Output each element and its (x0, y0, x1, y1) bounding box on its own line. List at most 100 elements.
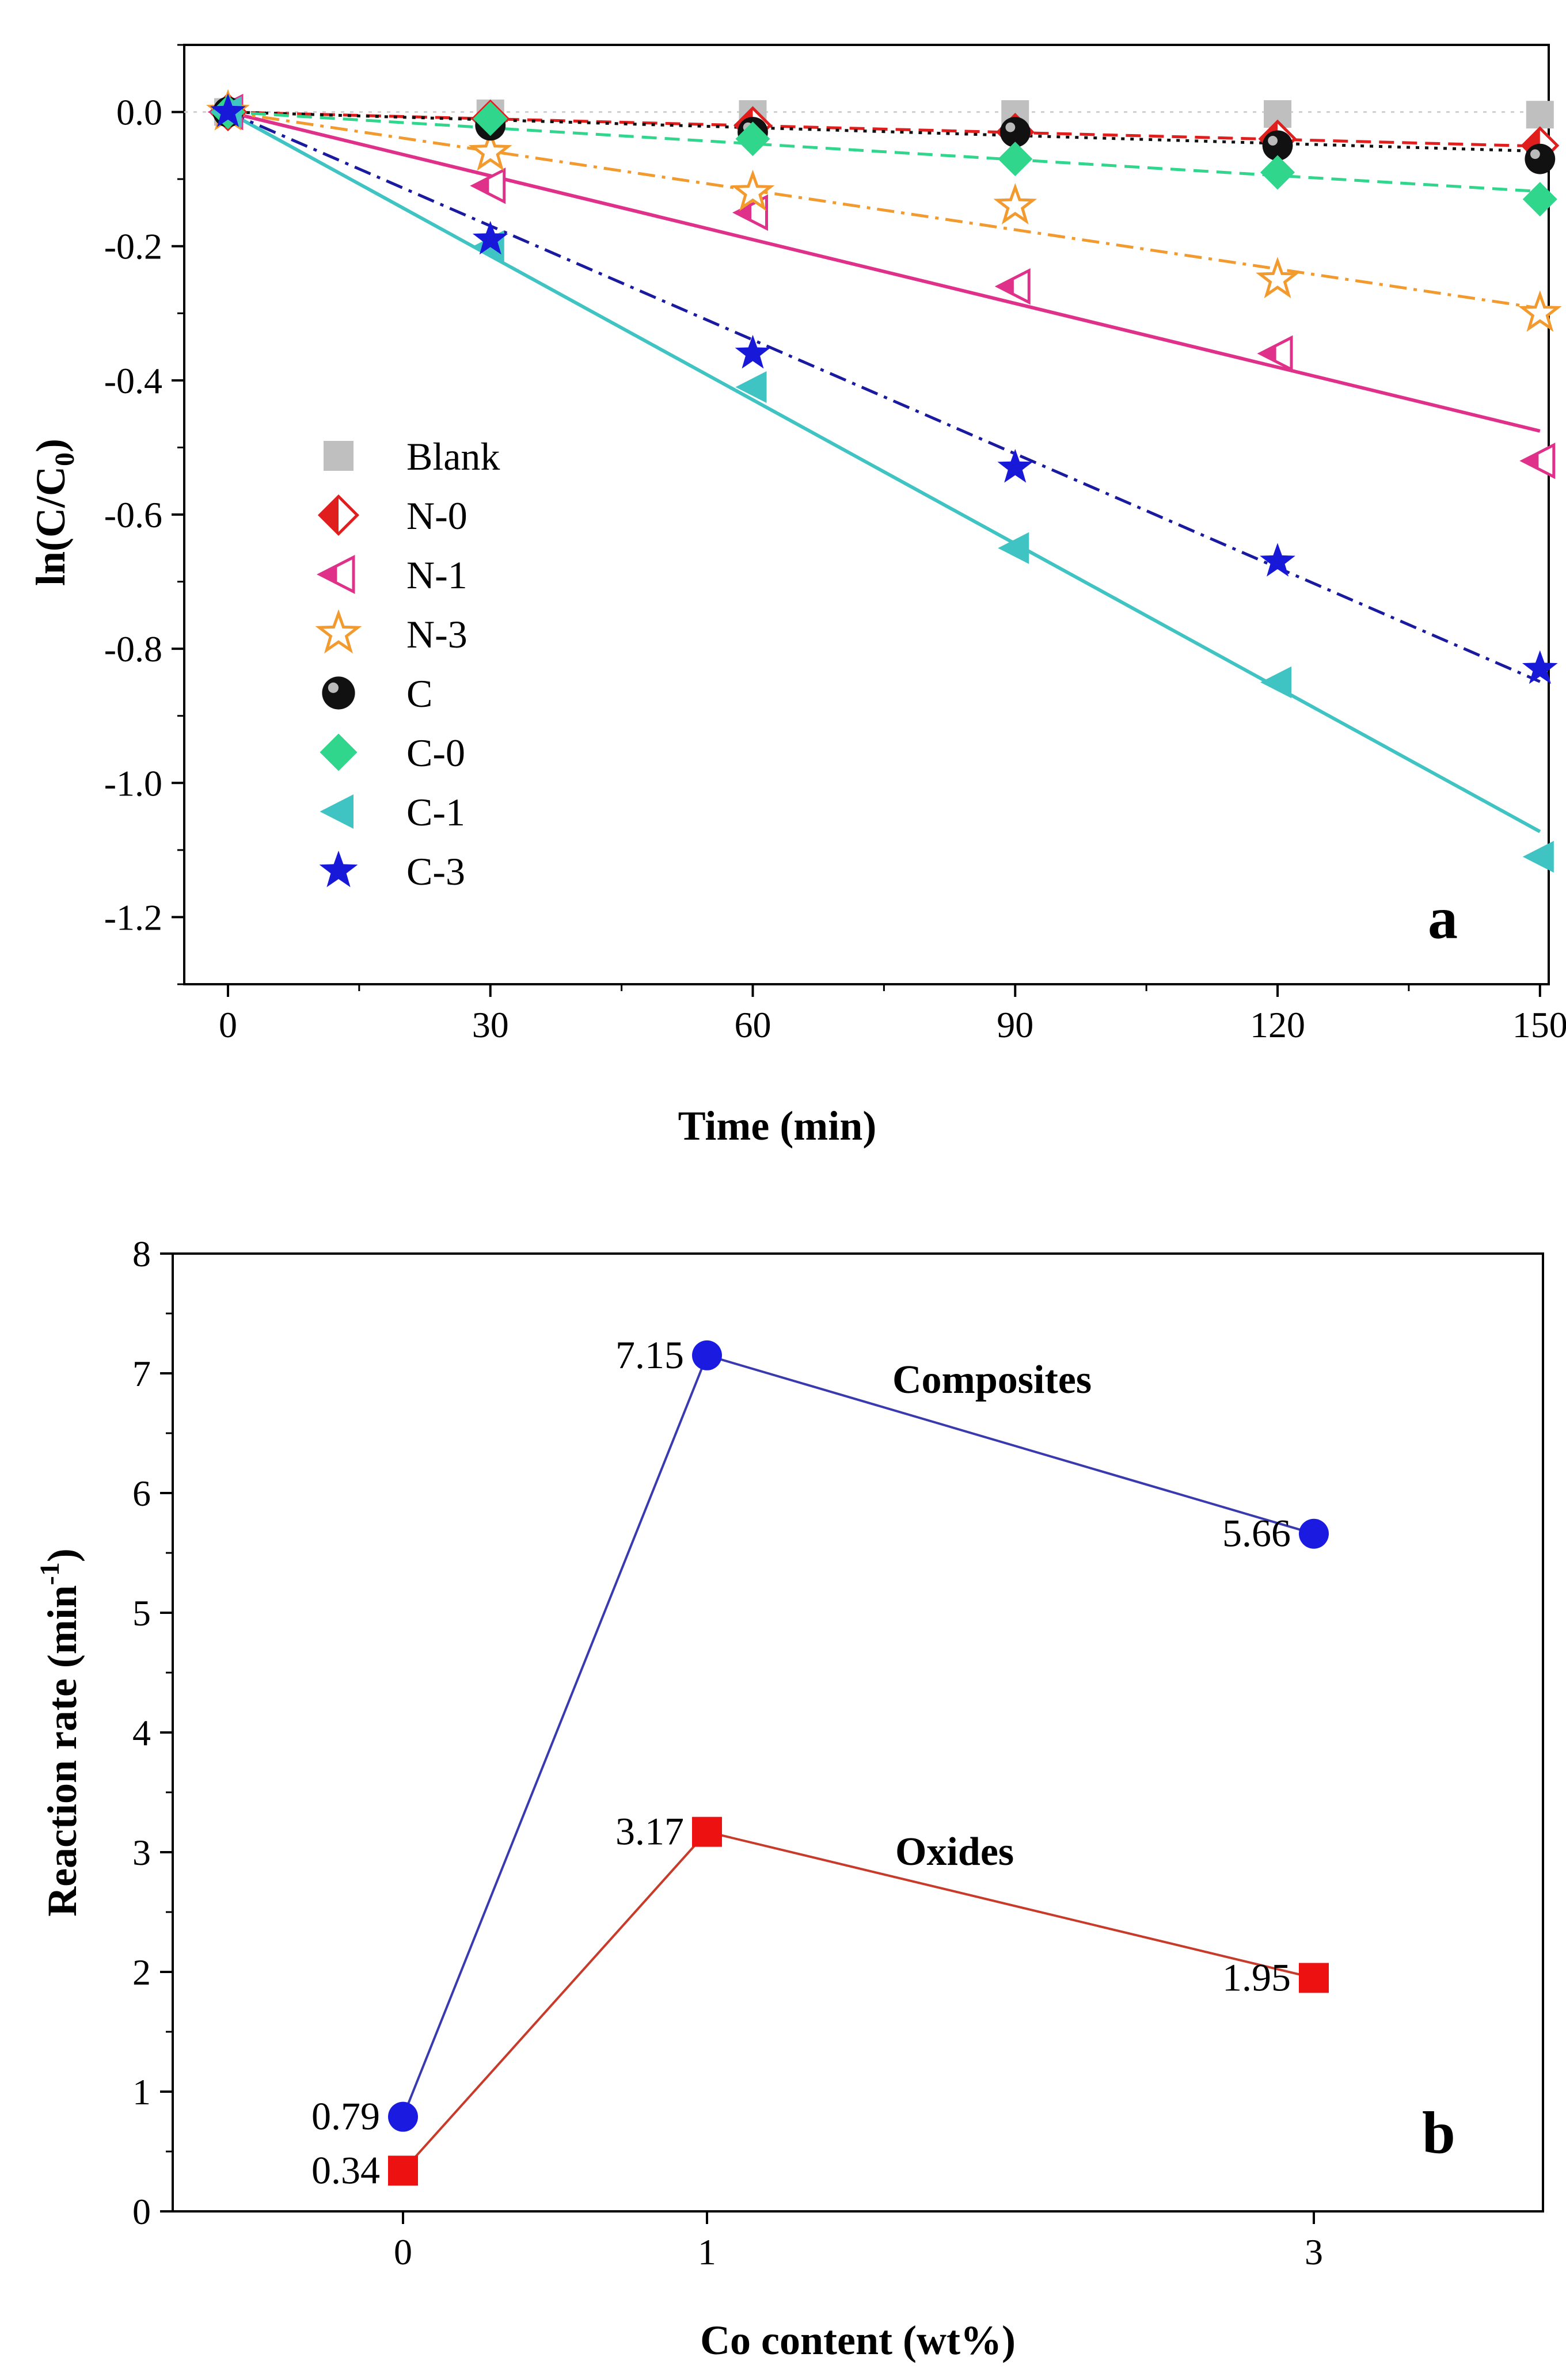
chart-a-axis-ticks: 0 30 60 90 120 150 0.0 -0.2 -0.4 -0.6 -0.8 -1.0 -1.2 (104, 44, 1566, 1045)
marker-oxides-0 (388, 2156, 418, 2186)
marker-c-t120 (1262, 130, 1293, 161)
marker-c-0-t90-shape (998, 142, 1033, 177)
marker-c-1-t120 (1260, 666, 1292, 699)
marker-c-0-t60-shape (735, 121, 770, 157)
chart-b-markers (388, 1340, 1329, 2186)
legend-label-c-1: C-1 (406, 790, 465, 834)
chart-b-x-axis-label: Co content (wt%) (700, 2317, 1016, 2363)
legend-marker-c-3-shape (319, 850, 358, 888)
marker-n-1-t150-fill (1522, 452, 1539, 469)
legend-marker-c-1 (320, 794, 354, 829)
marker-composites-3-shape (1299, 1518, 1329, 1549)
legend-marker-n-1-fill (320, 565, 337, 584)
legend-marker-n-3-shape (315, 609, 362, 654)
marker-c-3-t120-shape (1260, 543, 1295, 577)
x-tick-label-0: 0 (394, 2232, 412, 2272)
y-tick-label-0-6: -0.6 (104, 494, 162, 535)
marker-n-3-t60 (731, 169, 775, 211)
data-label-composites-1: 7.15 (615, 1333, 684, 1377)
chart-b-panel-label: b (1422, 2100, 1455, 2166)
marker-c-0-t30 (473, 101, 508, 136)
legend-marker-n-3 (315, 609, 362, 654)
marker-n-1-t60-fill (735, 204, 752, 221)
marker-c-1-t90-shape (998, 532, 1029, 564)
fit-line-n-1 (227, 110, 1541, 433)
chart-b-series-label-composites: Composites (892, 1358, 1092, 1402)
legend-marker-c-3 (319, 850, 358, 888)
x-tick-label-60: 60 (735, 1004, 771, 1045)
marker-oxides-3 (1299, 1963, 1329, 1993)
chart-b-data-labels: 0.79 7.15 5.66 0.34 3.17 1.95 (311, 1333, 1291, 2192)
marker-c-3-t30 (472, 220, 508, 255)
marker-n-1-t90-fill (998, 278, 1014, 295)
y-tick-label-0-4: -0.4 (104, 360, 162, 401)
data-label-composites-3: 5.66 (1222, 1511, 1291, 1555)
marker-c-0-t120 (1260, 155, 1295, 190)
chart-a-panel-label: a (1428, 885, 1458, 951)
chart-a-legend: Blank N-0 N-1 N-3 C C-0 C-1 C-3 (315, 435, 500, 893)
legend-label-blank: Blank (406, 435, 500, 478)
y-tick-label-1-2: -1.2 (104, 897, 162, 938)
series-line-oxides (402, 1830, 1314, 2172)
marker-n-3-t120-shape (1256, 257, 1299, 299)
legend-marker-n-0 (317, 494, 360, 536)
x-tick-label-30: 30 (472, 1004, 509, 1045)
x-tick-label-120: 120 (1250, 1004, 1305, 1045)
legend-label-c: C (406, 672, 432, 715)
marker-n-1-t120-fill (1260, 345, 1276, 362)
marker-c-t90 (999, 117, 1031, 147)
fit-line-c-1 (227, 110, 1541, 833)
marker-c-1-t60 (735, 371, 767, 403)
data-label-oxides-1: 3.17 (615, 1810, 684, 1853)
chart-b-y-axis-label: Reaction rate (min-1) (35, 1548, 85, 1917)
marker-oxides-1 (692, 1817, 722, 1847)
marker-c-3-t0-shape (210, 93, 246, 127)
marker-c-t150 (1525, 143, 1556, 174)
legend-marker-c-highlight (328, 682, 339, 693)
legend-marker-c-1-shape (320, 794, 354, 829)
y-tick-label-7: 7 (132, 1353, 151, 1394)
marker-composites-0 (388, 2101, 418, 2132)
marker-n-3-t30 (468, 129, 512, 171)
marker-n-1-t90 (994, 268, 1031, 305)
marker-oxides-3-shape (1299, 1963, 1329, 1993)
y-tick-label-0-0: 0.0 (116, 92, 162, 133)
marker-blank-t150 (1526, 101, 1554, 129)
marker-c-3-t150 (1522, 650, 1558, 684)
marker-composites-3 (1299, 1518, 1329, 1549)
marker-composites-0-shape (388, 2101, 418, 2132)
marker-n-1-t30 (470, 167, 506, 204)
marker-c-1-t150-shape (1522, 840, 1554, 873)
marker-n-3-t150 (1518, 290, 1562, 332)
fit-line-c-0 (227, 111, 1540, 193)
marker-n-3-t90 (993, 182, 1037, 225)
marker-oxides-1-shape (692, 1817, 722, 1847)
y-tick-label-2: 2 (132, 1952, 151, 1993)
fit-line-n-3 (227, 111, 1541, 310)
y-tick-label-6: 6 (132, 1473, 151, 1514)
marker-c-0-t150-shape (1522, 182, 1557, 217)
marker-blank-t150-shape (1526, 101, 1554, 129)
chart-b: 0 1 3 0 1 2 3 4 5 6 7 8 0.79 7.15 5.66 0.34 3.17 1.95 Co… (35, 1233, 1544, 2363)
marker-c-0-t60 (735, 121, 770, 157)
y-tick-label-0-8: -0.8 (104, 629, 162, 669)
chart-b-series-lines (402, 1354, 1314, 2172)
marker-n-3-t30-shape (468, 129, 512, 171)
y-tick-label-4: 4 (132, 1712, 151, 1753)
chart-b-axis-ticks: 0 1 3 0 1 2 3 4 5 6 7 8 (132, 1233, 1323, 2272)
legend-marker-c (322, 676, 355, 710)
chart-a-fit-lines (184, 110, 1549, 833)
legend-marker-c-shape (322, 676, 355, 710)
y-tick-label-5: 5 (132, 1593, 151, 1633)
chart-b-series-label-oxides: Oxides (895, 1830, 1014, 1874)
marker-c-t150-shape (1525, 143, 1556, 174)
marker-c-0-t90 (998, 142, 1033, 177)
y-tick-label-0: 0 (132, 2191, 151, 2232)
marker-c-0-t30-shape (473, 101, 508, 136)
marker-c-t90-highlight (1005, 122, 1016, 132)
marker-c-1-t90 (998, 532, 1029, 564)
chart-a-y-axis-label: ln(C/C0) (28, 439, 80, 586)
x-tick-label-150: 150 (1512, 1004, 1566, 1045)
marker-c-t150-highlight (1530, 149, 1540, 159)
legend-marker-n-1 (317, 555, 355, 594)
